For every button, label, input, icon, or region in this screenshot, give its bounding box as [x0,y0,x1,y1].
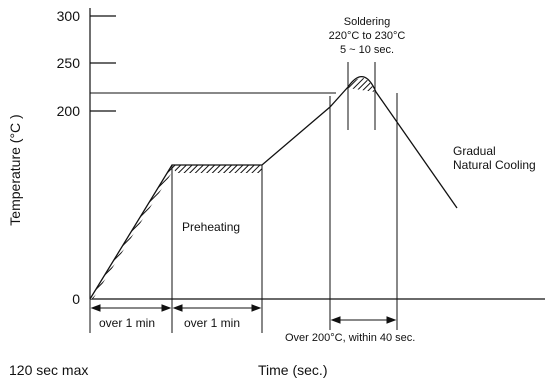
cooling-label-line-1: Gradual [453,144,496,158]
svg-text:200: 200 [57,103,81,119]
over200-arrow [330,316,397,324]
segment-2-label: over 1 min [184,316,240,330]
cooling-label-line-2: Natural Cooling [453,158,536,172]
y-tick-0-label: 0 [72,291,80,307]
y-axis-label: Temperature (°C ) [7,114,23,225]
y-tick-200: 200 [57,103,116,119]
segment-2-arrow [172,304,262,312]
segment-1-arrow [90,304,172,312]
time-limit-note: 120 sec max [9,362,88,378]
soldering-duration: 5 ~ 10 sec. [340,44,394,56]
y-tick-250: 250 [57,55,116,71]
peak-curve [347,76,377,93]
preheating-label: Preheating [182,220,240,234]
segment-1-label: over 1 min [99,316,155,330]
preheat-hatch [172,165,262,173]
soldering-temp-range: 220°C to 230°C [329,30,406,42]
svg-text:300: 300 [57,8,81,24]
over200-label: Over 200°C, within 40 sec. [285,332,415,344]
temperature-profile-curve [89,86,349,300]
svg-text:250: 250 [57,55,81,71]
y-tick-300: 300 [57,8,116,24]
cooling-line [375,91,458,209]
soldering-title: Soldering [344,16,390,28]
x-axis-label: Time (sec.) [258,362,327,378]
peak-hatch [348,77,375,92]
ramp-up-hatch [90,165,176,299]
